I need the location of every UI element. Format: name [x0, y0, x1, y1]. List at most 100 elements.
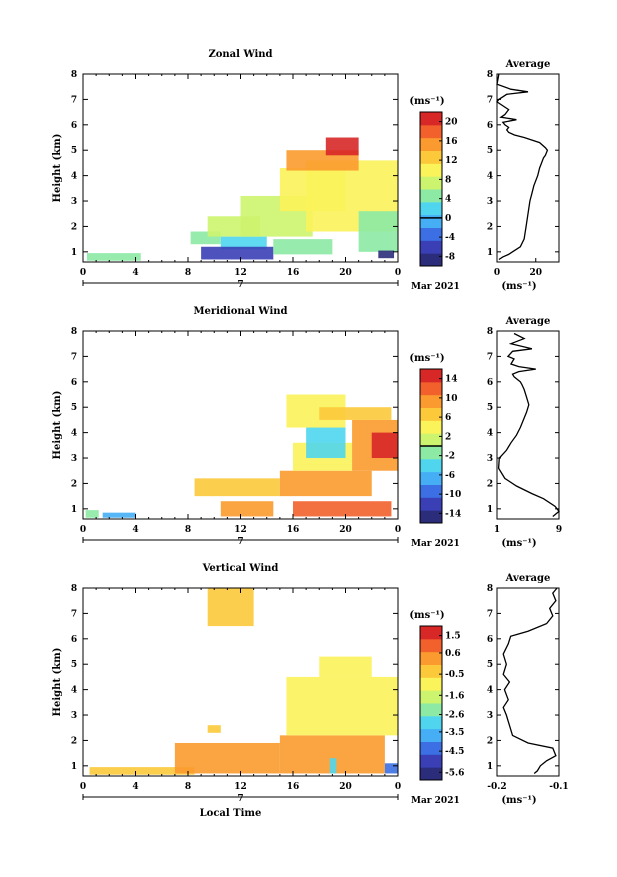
x-tick-label: 16: [287, 782, 300, 792]
profile-line: [496, 73, 549, 261]
y-tick-label: 6: [71, 378, 77, 388]
profile-y-tick-label: 1: [487, 505, 493, 515]
heatmap-cell-9: [371, 432, 398, 459]
y-tick-label: 1: [71, 248, 77, 258]
x-tick-label: 0: [395, 525, 401, 535]
colorbar-swatch: [420, 767, 442, 781]
colorbar-swatch: [420, 471, 442, 485]
profile-title: Average: [505, 573, 551, 584]
x-tick-label: 0: [80, 525, 86, 535]
y-tick-label: 8: [71, 327, 77, 337]
colorbar-swatch: [420, 176, 442, 190]
profile-line: [497, 332, 560, 518]
colorbar-swatch: [420, 381, 442, 396]
profile-title: Average: [505, 59, 551, 70]
y-tick-label: 5: [71, 146, 77, 156]
day-label: 7: [237, 537, 243, 547]
date-label: Mar 2021: [411, 282, 460, 292]
heatmap-cell-5: [319, 656, 372, 677]
colorbar-frame: [419, 111, 443, 267]
profile-x-tick-label: 9: [556, 525, 562, 535]
profile-x-tick-label: -0.2: [487, 782, 506, 792]
x-tick-label: 8: [185, 525, 191, 535]
y-tick-label: 7: [71, 609, 77, 619]
colorbar-swatch: [420, 433, 442, 447]
heatmap-cell-6: [207, 588, 254, 627]
colorbar-tick-label: 4: [445, 195, 451, 205]
colorbar-swatch: [420, 446, 442, 460]
colorbar-tick-label: 16: [445, 137, 458, 147]
heatmap-cell-3: [201, 246, 274, 260]
colorbar-swatch: [420, 240, 442, 254]
y-tick-label: 2: [71, 479, 77, 489]
profile-x-label: (ms⁻¹): [501, 538, 536, 549]
panel-title: Meridional Wind: [193, 306, 287, 317]
colorbar-tick-label: -5.6: [445, 768, 464, 778]
profile-y-tick-label: 7: [487, 352, 493, 362]
profile-y-tick-label: 5: [487, 660, 493, 670]
colorbar-swatch: [420, 137, 442, 151]
x-tick-label: 0: [80, 268, 86, 278]
x-tick-label: 0: [395, 782, 401, 792]
x-tick-label: 16: [287, 525, 300, 535]
profile-frame: [496, 587, 560, 777]
x-tick-label: 16: [287, 268, 300, 278]
profile-y-tick-label: 7: [487, 95, 493, 105]
x-axis-label: Local Time: [200, 808, 262, 819]
x-tick-label: 20: [339, 525, 352, 535]
colorbar-tick-label: 8: [445, 175, 451, 185]
colorbar-tick-label: 10: [445, 394, 458, 404]
heatmap-cells: [85, 394, 398, 518]
colorbar-tick-label: -3.5: [445, 728, 464, 738]
y-tick-label: 8: [71, 70, 77, 80]
profile-y-tick-label: 8: [487, 327, 493, 337]
colorbar-tick-label: 14: [445, 375, 458, 385]
profile-frame: [496, 73, 560, 263]
colorbar-tick-label: -2: [445, 452, 455, 462]
colorbar-swatch: [420, 227, 442, 241]
colorbar-tick-label: -8: [445, 252, 455, 262]
heatmap-cell-5: [293, 501, 392, 517]
y-tick-label: 8: [71, 584, 77, 594]
heatmap-cells: [86, 137, 398, 261]
profile-y-tick-label: 4: [487, 686, 493, 696]
date-label: Mar 2021: [411, 539, 460, 549]
colorbar-swatch: [420, 458, 442, 473]
y-tick-label: 3: [71, 454, 77, 464]
colorbar-swatch: [420, 497, 442, 511]
profile-x-label: (ms⁻¹): [501, 281, 536, 292]
x-tick-label: 8: [185, 268, 191, 278]
panel-title: Vertical Wind: [202, 563, 279, 574]
heatmap-cell-11: [358, 211, 398, 252]
date-label: Mar 2021: [411, 796, 460, 806]
colorbar-tick-label: -6: [445, 471, 455, 481]
colorbar-swatch: [420, 150, 442, 164]
profile-y-tick-label: 2: [487, 222, 493, 232]
colorbar-swatch: [420, 189, 442, 203]
colorbar-tick-label: 0: [445, 214, 451, 224]
colorbar-tick-label: 20: [445, 118, 458, 128]
heatmap-cell-7: [329, 758, 337, 774]
colorbar-swatch: [420, 703, 442, 717]
profile-y-tick-label: 4: [487, 172, 493, 182]
profile-y-tick-label: 4: [487, 429, 493, 439]
heatmap-cell-4: [286, 676, 398, 736]
colorbar-tick-label: -4: [445, 233, 455, 243]
colorbar-frame: [419, 625, 443, 781]
heatmap-cell-3: [207, 725, 221, 733]
colorbar-tick-label: -2.6: [445, 711, 464, 721]
colorbar-swatch: [420, 754, 442, 768]
y-tick-label: 2: [71, 736, 77, 746]
profile-y-tick-label: 2: [487, 736, 493, 746]
profile-y-tick-label: 7: [487, 609, 493, 619]
y-tick-label: 6: [71, 121, 77, 131]
colorbar-swatch: [420, 690, 442, 704]
colorbar-swatch: [420, 638, 442, 653]
y-axis-label: Height (km): [52, 391, 63, 460]
y-tick-label: 7: [71, 95, 77, 105]
panel-title: Zonal Wind: [208, 49, 272, 60]
